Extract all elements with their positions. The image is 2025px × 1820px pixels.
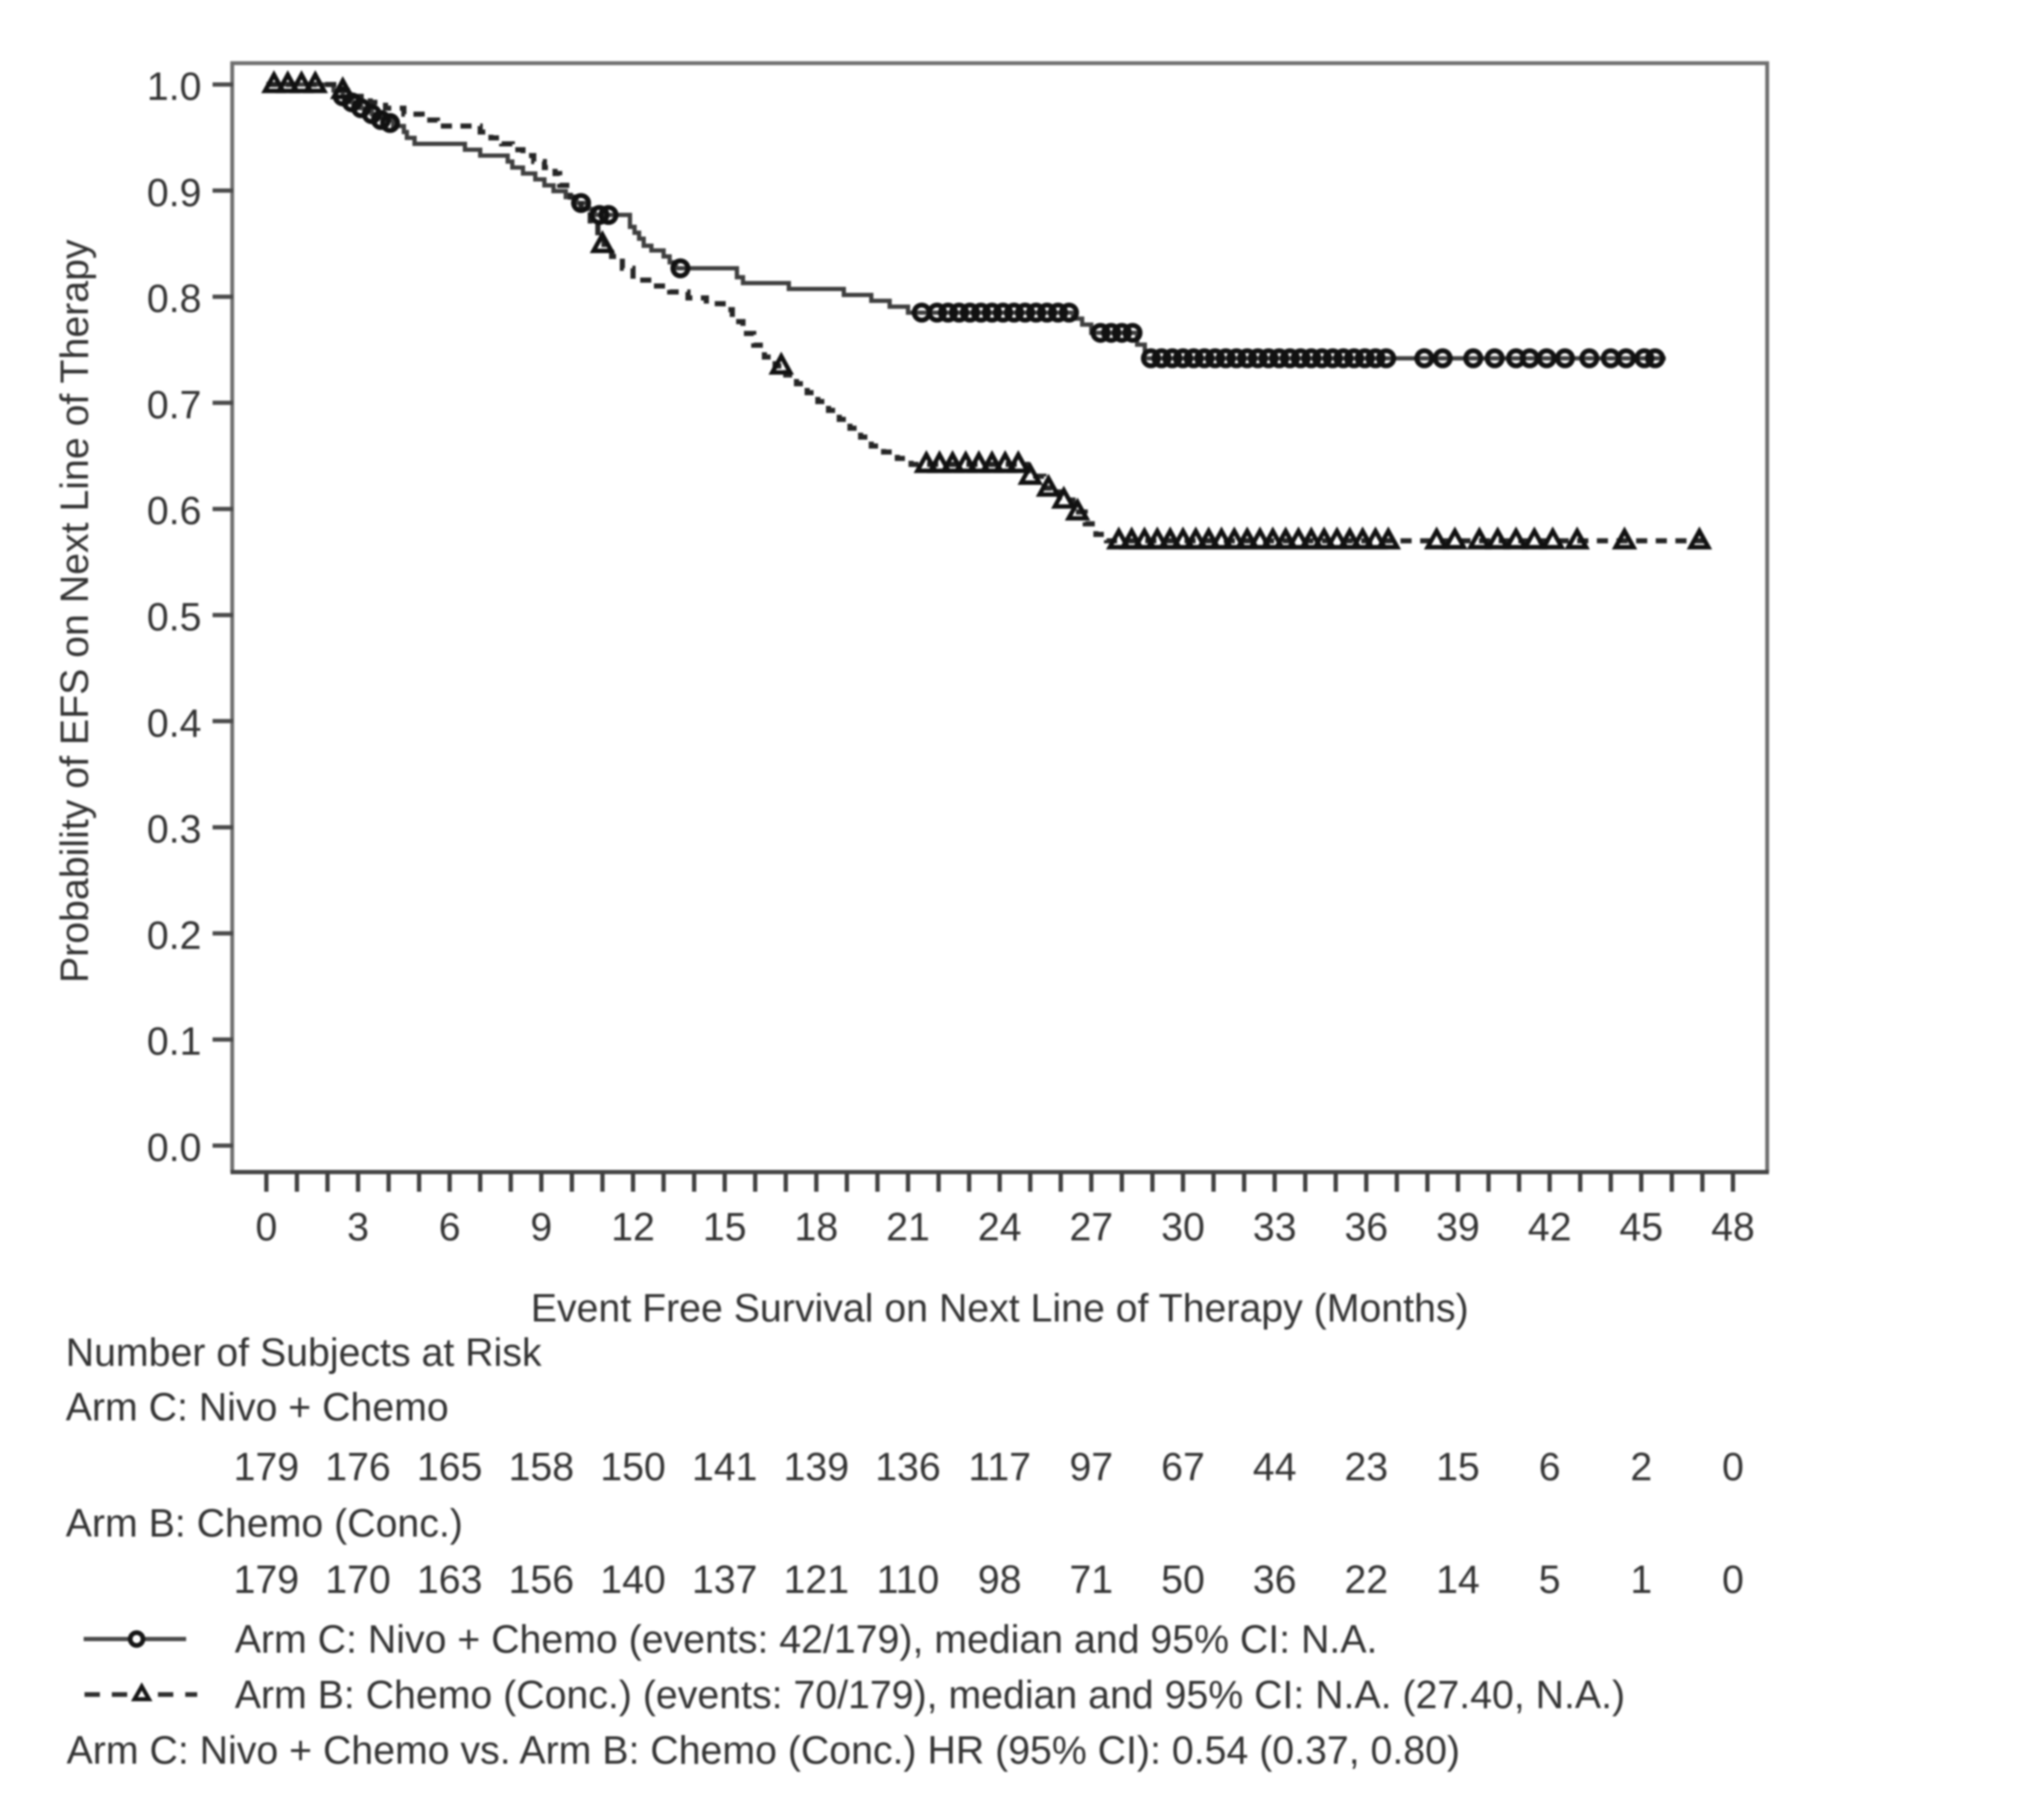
svg-text:170: 170 <box>325 1557 391 1601</box>
svg-text:6: 6 <box>439 1205 461 1249</box>
svg-text:24: 24 <box>977 1205 1021 1249</box>
svg-text:163: 163 <box>417 1557 482 1601</box>
svg-text:165: 165 <box>417 1444 482 1489</box>
svg-text:0.9: 0.9 <box>147 170 201 214</box>
svg-text:110: 110 <box>877 1557 939 1601</box>
svg-text:23: 23 <box>1345 1444 1388 1489</box>
svg-text:Arm C: Nivo + Chemo (events: 4: Arm C: Nivo + Chemo (events: 42/179), me… <box>235 1617 1377 1661</box>
svg-text:0.7: 0.7 <box>147 382 201 427</box>
svg-text:27: 27 <box>1070 1205 1113 1249</box>
svg-text:158: 158 <box>509 1444 575 1489</box>
svg-text:117: 117 <box>968 1444 1030 1489</box>
svg-text:156: 156 <box>509 1557 575 1601</box>
svg-text:141: 141 <box>692 1444 758 1489</box>
svg-text:176: 176 <box>325 1444 391 1489</box>
svg-text:36: 36 <box>1345 1205 1388 1249</box>
svg-text:0.8: 0.8 <box>147 277 201 321</box>
svg-text:150: 150 <box>600 1444 666 1489</box>
svg-text:136: 136 <box>875 1444 941 1489</box>
svg-text:0.1: 0.1 <box>147 1019 201 1064</box>
svg-text:0.4: 0.4 <box>147 701 201 745</box>
svg-text:48: 48 <box>1711 1205 1754 1249</box>
svg-text:137: 137 <box>692 1557 758 1601</box>
svg-text:5: 5 <box>1538 1557 1561 1601</box>
svg-text:Number of Subjects at Risk: Number of Subjects at Risk <box>66 1330 542 1374</box>
svg-text:36: 36 <box>1253 1557 1297 1601</box>
svg-text:97: 97 <box>1070 1444 1113 1489</box>
svg-text:1.0: 1.0 <box>147 64 201 108</box>
svg-text:42: 42 <box>1528 1205 1572 1249</box>
svg-text:71: 71 <box>1070 1557 1113 1601</box>
svg-text:44: 44 <box>1253 1444 1297 1489</box>
svg-text:15: 15 <box>703 1205 746 1249</box>
svg-text:50: 50 <box>1161 1557 1205 1601</box>
svg-text:3: 3 <box>347 1205 370 1249</box>
svg-text:0: 0 <box>1722 1444 1744 1489</box>
svg-text:14: 14 <box>1436 1557 1479 1601</box>
svg-text:179: 179 <box>234 1557 300 1601</box>
svg-text:Event Free Survival on Next Li: Event Free Survival on Next Line of Ther… <box>531 1286 1469 1330</box>
svg-text:Probability of EFS on Next Lin: Probability of EFS on Next Line of Thera… <box>52 239 96 983</box>
svg-text:0.3: 0.3 <box>147 807 201 851</box>
svg-text:9: 9 <box>530 1205 552 1249</box>
svg-text:39: 39 <box>1436 1205 1479 1249</box>
svg-text:Arm B: Chemo (Conc.): Arm B: Chemo (Conc.) <box>66 1501 463 1545</box>
svg-text:98: 98 <box>977 1557 1021 1601</box>
svg-text:22: 22 <box>1345 1557 1388 1601</box>
svg-text:0.6: 0.6 <box>147 488 201 533</box>
svg-text:12: 12 <box>611 1205 655 1249</box>
svg-text:140: 140 <box>600 1557 666 1601</box>
svg-text:2: 2 <box>1631 1444 1653 1489</box>
svg-text:0: 0 <box>255 1205 277 1249</box>
svg-text:33: 33 <box>1253 1205 1297 1249</box>
svg-text:30: 30 <box>1161 1205 1205 1249</box>
svg-text:67: 67 <box>1161 1444 1205 1489</box>
svg-text:6: 6 <box>1538 1444 1561 1489</box>
svg-text:121: 121 <box>784 1557 849 1601</box>
svg-text:15: 15 <box>1436 1444 1479 1489</box>
svg-text:21: 21 <box>886 1205 930 1249</box>
svg-text:Arm B: Chemo (Conc.) (events:: Arm B: Chemo (Conc.) (events: 70/179), m… <box>235 1672 1625 1717</box>
svg-text:139: 139 <box>784 1444 849 1489</box>
svg-text:179: 179 <box>234 1444 300 1489</box>
svg-text:0: 0 <box>1722 1557 1744 1601</box>
svg-text:0.2: 0.2 <box>147 913 201 957</box>
svg-text:0.0: 0.0 <box>147 1125 201 1170</box>
svg-text:45: 45 <box>1619 1205 1663 1249</box>
svg-text:Arm C: Nivo + Chemo: Arm C: Nivo + Chemo <box>66 1385 449 1429</box>
svg-text:1: 1 <box>1631 1557 1653 1601</box>
svg-text:Arm C: Nivo + Chemo vs. Arm B:: Arm C: Nivo + Chemo vs. Arm B: Chemo (Co… <box>67 1728 1460 1772</box>
svg-text:0.5: 0.5 <box>147 595 201 639</box>
svg-text:18: 18 <box>795 1205 838 1249</box>
